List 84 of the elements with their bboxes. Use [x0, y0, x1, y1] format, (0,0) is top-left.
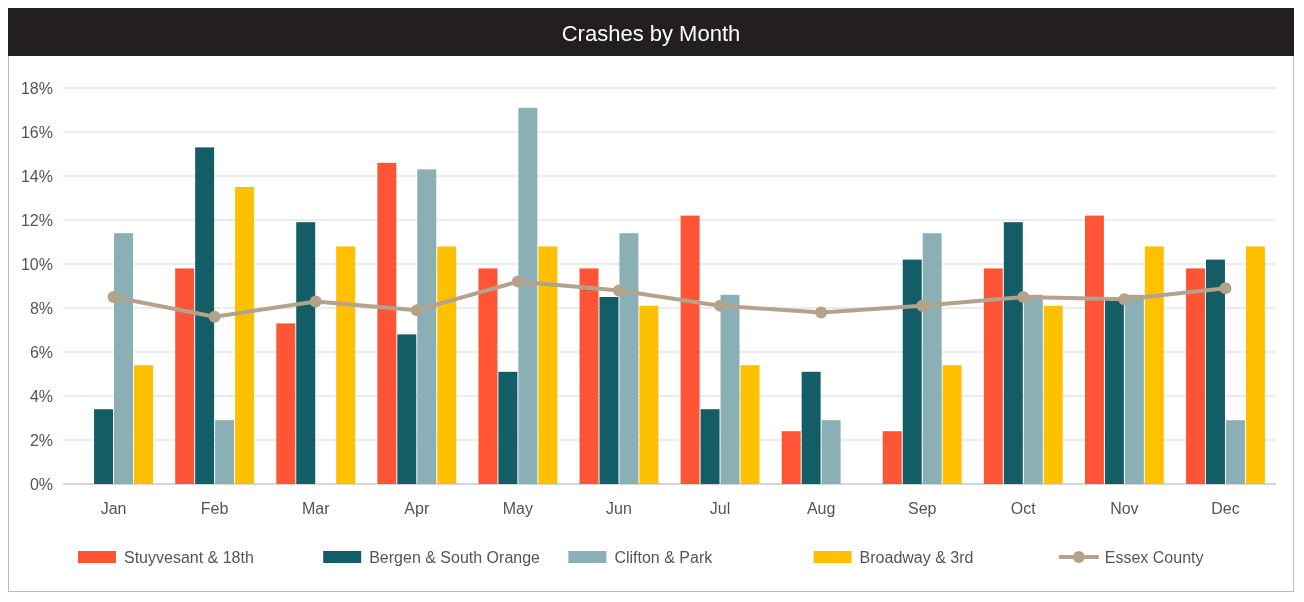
- bar: [1205, 259, 1225, 484]
- bar: [720, 294, 740, 484]
- y-tick-label: 18%: [20, 79, 53, 97]
- bar: [215, 420, 235, 484]
- bar: [781, 431, 801, 484]
- y-tick-label: 16%: [20, 123, 53, 141]
- bar: [538, 246, 558, 484]
- bar: [1186, 268, 1205, 484]
- bar: [902, 259, 922, 484]
- bar: [1245, 246, 1265, 484]
- point: [714, 299, 727, 312]
- x-tick-label: Dec: [1211, 500, 1240, 517]
- point: [1017, 291, 1030, 303]
- bar: [922, 233, 942, 484]
- x-tick-label: Feb: [200, 500, 229, 517]
- bar: [296, 222, 316, 484]
- legend-label: Bergen & South Orange: [369, 548, 541, 566]
- legend-label: Broadway & 3rd: [859, 548, 974, 566]
- bar: [700, 409, 720, 484]
- point: [916, 299, 929, 312]
- bar: [1104, 299, 1124, 484]
- y-tick-label: 6%: [29, 343, 53, 361]
- bar: [942, 365, 962, 484]
- legend-label: Stuyvesant & 18th: [124, 548, 254, 566]
- bar: [821, 420, 841, 484]
- x-tick-label: Oct: [1010, 500, 1037, 517]
- bar: [983, 268, 1003, 484]
- point: [107, 291, 120, 303]
- bar: [740, 365, 760, 484]
- x-tick-label: Nov: [1110, 500, 1139, 517]
- bar: [882, 431, 902, 484]
- bar: [680, 215, 700, 484]
- bar: [1084, 215, 1104, 484]
- x-tick-label: Aug: [806, 500, 836, 517]
- bar: [1003, 222, 1023, 484]
- bar: [397, 334, 417, 484]
- point: [309, 295, 322, 308]
- bar: [195, 147, 215, 484]
- y-tick-label: 12%: [20, 211, 53, 229]
- bar: [235, 187, 255, 484]
- bar: [1124, 294, 1144, 484]
- legend-label: Clifton & Park: [614, 548, 714, 566]
- bar: [599, 297, 619, 484]
- y-tick-label: 4%: [29, 387, 53, 405]
- bar: [276, 323, 296, 484]
- bar: [1144, 246, 1164, 484]
- x-tick-label: Jun: [606, 500, 632, 517]
- bar: [437, 246, 457, 484]
- chart-title: Crashes by Month: [561, 21, 741, 46]
- bar: [639, 305, 659, 484]
- bar: [114, 233, 134, 484]
- point: [612, 284, 625, 297]
- bar: [94, 409, 114, 484]
- point: [1118, 293, 1131, 306]
- bar: [619, 233, 639, 484]
- bar: [175, 268, 195, 484]
- legend-label: Essex County: [1104, 548, 1204, 566]
- bar: [498, 371, 518, 484]
- point: [410, 304, 423, 317]
- x-tick-label: Apr: [404, 500, 430, 517]
- x-tick-label: Sep: [907, 500, 937, 517]
- bar: [478, 268, 498, 484]
- x-tick-label: Jan: [100, 500, 127, 517]
- point: [511, 275, 524, 288]
- point: [208, 310, 221, 323]
- bar: [377, 162, 397, 484]
- bar: [336, 246, 356, 484]
- bar: [1225, 420, 1245, 484]
- bar: [801, 371, 821, 484]
- bar: [134, 365, 153, 484]
- y-tick-label: 14%: [20, 167, 53, 185]
- point: [1219, 282, 1232, 295]
- y-tick-label: 0%: [29, 475, 53, 493]
- x-tick-label: Mar: [301, 500, 331, 517]
- x-tick-label: May: [502, 500, 533, 517]
- bar: [518, 107, 538, 484]
- x-tick-label: Jul: [709, 500, 731, 517]
- y-tick-label: 2%: [29, 431, 53, 449]
- y-tick-label: 10%: [20, 255, 53, 273]
- bar: [1043, 305, 1063, 484]
- bar: [417, 169, 437, 484]
- bar: [579, 268, 599, 484]
- y-tick-label: 8%: [29, 299, 53, 317]
- point: [815, 306, 828, 319]
